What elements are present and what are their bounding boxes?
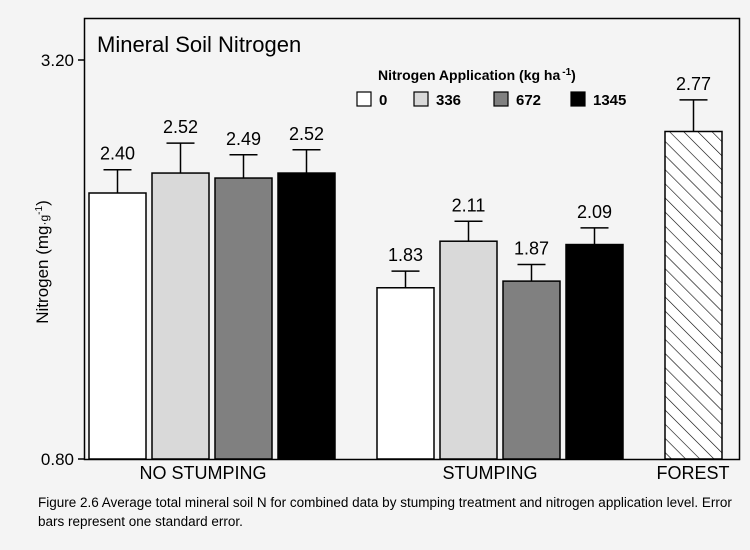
legend-swatch [413,91,429,107]
y-axis-label: Nitrogen (mg·g-1) [33,200,52,324]
data-label: 2.09 [577,202,612,222]
bar [439,240,498,460]
group-label: NO STUMPING [139,463,266,483]
legend-swatch [493,91,509,107]
data-label: 2.11 [452,195,486,215]
bar [277,172,336,460]
bar [664,130,723,460]
bar [88,192,147,460]
legend: Nitrogen Application (kg ha -1) 0 336 672 134… [356,67,626,109]
chart-title: Mineral Soil Nitrogen [97,32,301,57]
bars: 2.40 2.52 2.49 2.52 1.83 2.11 1.87 2.09 2.77 [88,74,723,460]
chart: 3.20 0.80 Mineral Soil Nitrogen Nitrogen … [33,17,741,483]
x-axis-labels: NO STUMPING STUMPING FOREST [139,463,729,483]
legend-label: 336 [436,92,461,109]
legend-swatch [570,91,586,107]
bar [214,177,273,460]
data-label: 2.40 [100,144,135,164]
bar [151,172,210,460]
bar [502,280,561,460]
data-label: 1.87 [514,238,549,258]
legend-title: Nitrogen Application (kg ha -1) [378,67,576,83]
figure-caption: Figure 2.6 Average total mineral soil N … [38,495,732,529]
data-label: 2.52 [163,117,198,137]
y-axis-label-text: Nitrogen (mg·g-1) [33,200,52,324]
group-label: STUMPING [442,463,537,483]
legend-label: 0 [379,92,387,109]
legend-swatch [356,91,372,107]
data-label: 2.49 [226,129,261,149]
data-label: 1.83 [388,245,423,265]
group-label: FOREST [656,463,729,483]
y-tick-label: 3.20 [41,51,74,70]
data-label: 2.77 [676,74,711,94]
data-label: 2.52 [289,124,324,144]
bar [565,243,624,460]
bar [376,287,435,460]
legend-label: 1345 [593,92,626,109]
legend-label: 672 [516,92,541,109]
y-axis: 3.20 0.80 [41,51,85,469]
y-tick-label: 0.80 [41,450,74,469]
